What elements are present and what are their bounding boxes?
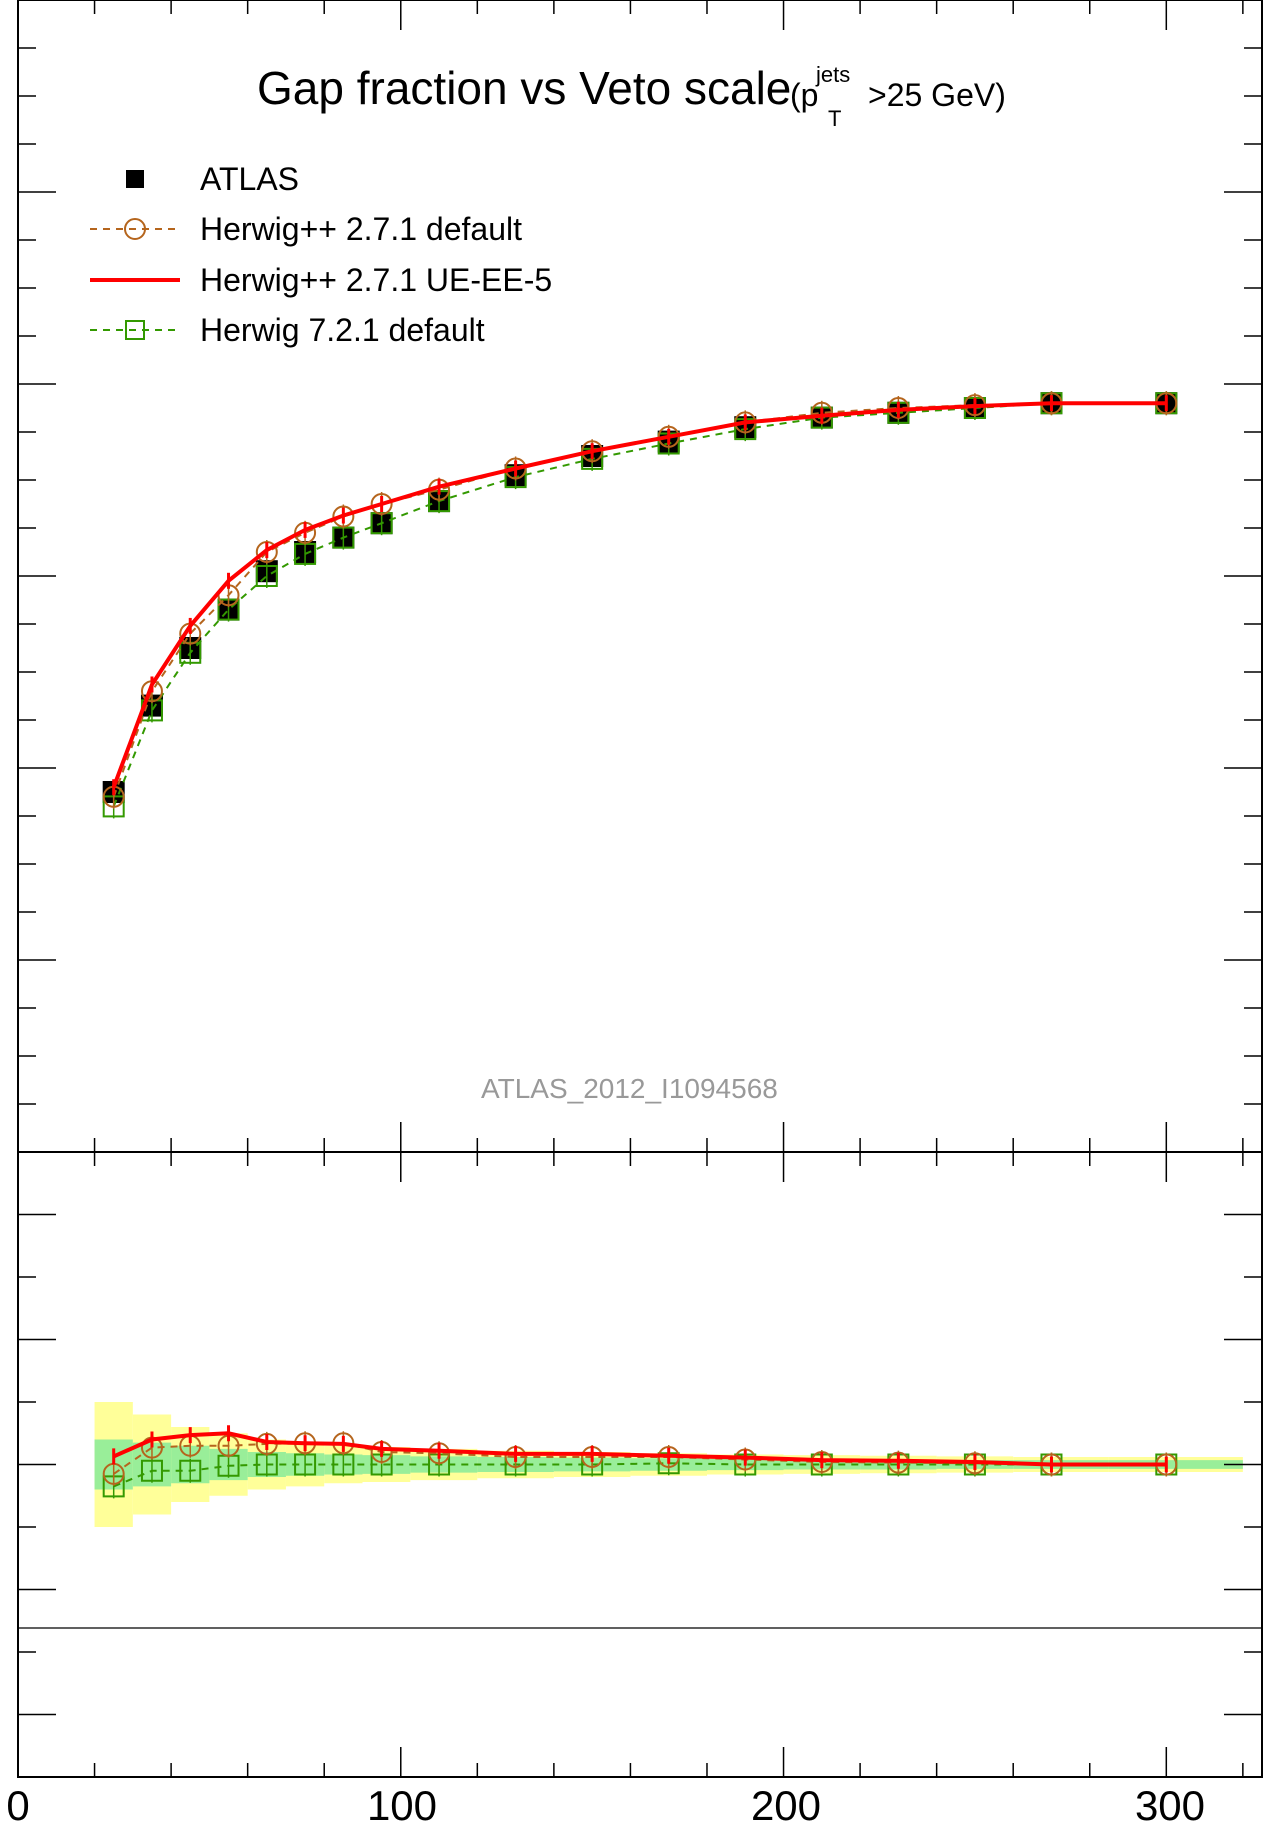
main-series-layer xyxy=(102,391,1178,819)
chart-title: Gap fraction vs Veto scale xyxy=(257,62,791,114)
x-tick-label-200: 200 xyxy=(751,1782,821,1829)
title-suffix-close: >25 GeV) xyxy=(868,77,1006,113)
main-axis-ticks xyxy=(17,0,1262,1153)
x-tick-label-100: 100 xyxy=(367,1782,437,1829)
main-herwigpp-default-line xyxy=(112,402,1167,798)
ratio-series-layer xyxy=(102,1425,1178,1499)
x-tick-labels: 0 100 200 300 xyxy=(6,1782,1205,1829)
ratio-axis-ticks xyxy=(17,1151,1262,1778)
title-suffix-superscript: jets xyxy=(815,62,850,87)
legend-ue-ee-5-label: Herwig++ 2.7.1 UE-EE-5 xyxy=(200,262,552,298)
main-herwig7-default-line xyxy=(112,402,1167,807)
title-suffix-subscript: T xyxy=(828,106,841,131)
legend-atlas-marker xyxy=(126,170,144,188)
legend-herwig7-default-marker xyxy=(125,320,145,340)
analysis-watermark: ATLAS_2012_I1094568 xyxy=(481,1073,778,1104)
legend: ATLAS Herwig++ 2.7.1 default Herwig++ 2.… xyxy=(90,161,552,348)
legend-herwigpp-default-label: Herwig++ 2.7.1 default xyxy=(200,211,522,247)
legend-herwig7-default-label: Herwig 7.2.1 default xyxy=(200,312,485,348)
band-stat-bin xyxy=(410,1456,478,1473)
x-tick-label-0: 0 xyxy=(6,1782,29,1829)
x-tick-label-300: 300 xyxy=(1135,1782,1205,1829)
legend-herwigpp-default-marker xyxy=(124,218,146,240)
legend-atlas-label: ATLAS xyxy=(200,161,299,197)
ratio-herwigpp-ue-ee-5-line xyxy=(112,1431,1167,1467)
title-suffix-open: (p xyxy=(790,77,818,113)
main-herwigpp-ue-ee-5-line xyxy=(111,401,1167,788)
ratio-herwig7-default-line xyxy=(113,1462,1167,1488)
